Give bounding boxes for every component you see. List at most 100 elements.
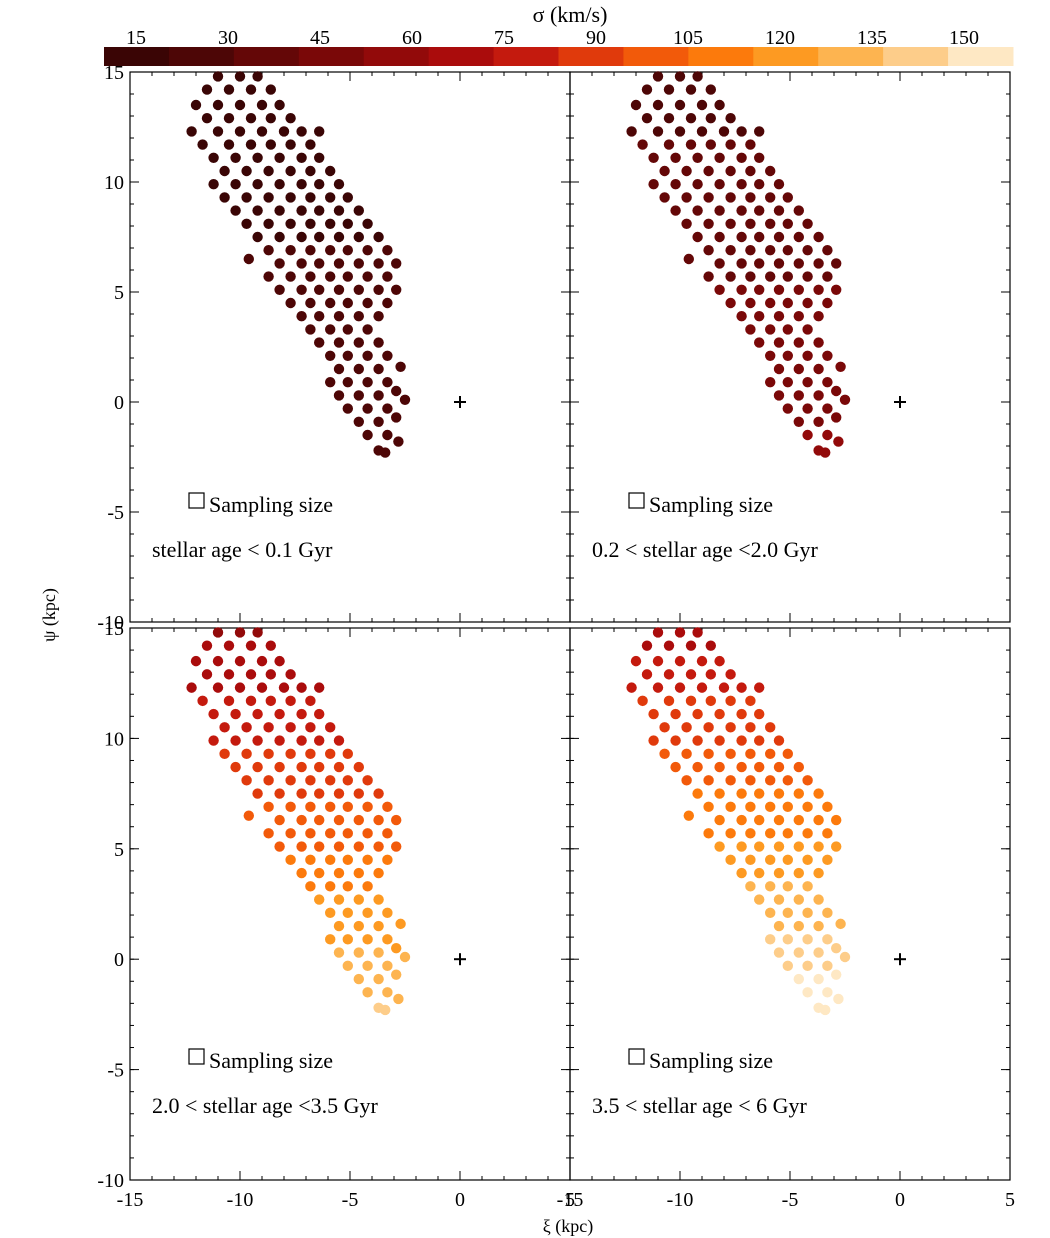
data-point xyxy=(822,377,833,388)
data-point xyxy=(754,311,765,322)
data-point xyxy=(754,814,765,826)
data-point xyxy=(274,814,285,826)
data-point xyxy=(773,814,785,826)
colorbar-tick-label: 45 xyxy=(310,27,330,49)
data-point xyxy=(382,271,393,282)
data-point xyxy=(765,324,776,335)
y-tick-label: 15 xyxy=(104,62,124,84)
data-point xyxy=(342,960,353,972)
data-point xyxy=(391,385,402,397)
data-point xyxy=(793,788,804,799)
data-point xyxy=(252,231,263,243)
data-point xyxy=(333,894,345,905)
data-point xyxy=(314,258,325,269)
data-point xyxy=(325,245,336,256)
data-point xyxy=(765,245,776,256)
data-point xyxy=(342,297,353,309)
data-point xyxy=(353,258,364,269)
data-point xyxy=(793,947,804,958)
data-point xyxy=(274,708,285,720)
data-point xyxy=(765,881,776,892)
data-point xyxy=(773,735,785,746)
data-point xyxy=(314,205,325,216)
data-point xyxy=(265,695,276,707)
data-point xyxy=(822,350,833,361)
data-point xyxy=(736,682,747,693)
data-point xyxy=(773,761,785,773)
data-point xyxy=(813,920,824,932)
data-point xyxy=(782,271,793,282)
data-point xyxy=(822,987,833,998)
data-point xyxy=(362,801,373,813)
data-point xyxy=(325,934,336,945)
data-point xyxy=(362,324,373,335)
data-point xyxy=(296,867,307,879)
data-point xyxy=(314,337,325,348)
data-point xyxy=(745,748,756,760)
data-point xyxy=(793,231,804,243)
data-point xyxy=(362,377,373,388)
data-point xyxy=(219,192,230,203)
data-point xyxy=(362,271,373,282)
data-point xyxy=(663,640,675,651)
data-point xyxy=(274,258,285,269)
data-point xyxy=(373,416,384,427)
data-point xyxy=(802,801,813,813)
data-point xyxy=(285,669,296,680)
data-point xyxy=(314,761,325,773)
data-point xyxy=(393,436,404,447)
data-point xyxy=(802,271,813,282)
data-point xyxy=(630,99,642,111)
x-axis-label: ξ (kpc) xyxy=(543,1216,594,1237)
data-point xyxy=(782,801,793,813)
data-point xyxy=(342,907,353,919)
data-point xyxy=(703,245,714,256)
data-point xyxy=(692,627,703,638)
colorbar: 15 30 45 60 75 90 105 120 135 150 xyxy=(104,27,1014,66)
y-tick-label: -10 xyxy=(97,612,124,634)
data-point xyxy=(353,337,364,348)
data-point xyxy=(382,245,393,256)
sampling-size-label: Sampling size xyxy=(649,1048,773,1073)
data-point xyxy=(353,390,364,401)
data-point xyxy=(813,973,824,985)
data-point xyxy=(820,1004,831,1016)
data-point xyxy=(725,748,736,760)
data-point xyxy=(725,695,736,707)
y-tick-label: 10 xyxy=(104,728,124,750)
data-point xyxy=(391,258,402,269)
data-point xyxy=(663,84,675,95)
data-point xyxy=(274,99,285,111)
y-tick-label: 0 xyxy=(114,392,124,414)
panel-label: stellar age < 0.1 Gyr xyxy=(152,537,333,562)
data-point xyxy=(833,436,844,447)
data-point xyxy=(773,231,785,243)
data-point xyxy=(703,775,714,786)
data-point xyxy=(782,934,793,945)
data-point xyxy=(745,192,756,203)
data-point xyxy=(703,748,714,760)
data-point xyxy=(263,192,274,203)
data-point xyxy=(285,801,296,813)
data-point xyxy=(296,205,307,216)
data-point xyxy=(263,828,274,839)
panel-2: Sampling size 0.2 < stellar age <2.0 Gyr xyxy=(569,71,1011,623)
data-point xyxy=(714,99,725,111)
data-point xyxy=(305,748,316,760)
data-point xyxy=(234,71,246,82)
data-point xyxy=(230,735,241,746)
data-point xyxy=(362,987,373,998)
data-point xyxy=(674,655,686,667)
data-point xyxy=(186,682,197,693)
data-point xyxy=(681,165,692,177)
data-point xyxy=(822,245,833,256)
data-point xyxy=(705,640,716,651)
data-point xyxy=(802,429,813,441)
data-point xyxy=(252,708,263,720)
data-point xyxy=(362,881,373,892)
data-point xyxy=(802,377,813,388)
data-point xyxy=(745,854,756,866)
data-point xyxy=(765,297,776,309)
data-point xyxy=(725,218,736,229)
data-point xyxy=(754,708,765,720)
